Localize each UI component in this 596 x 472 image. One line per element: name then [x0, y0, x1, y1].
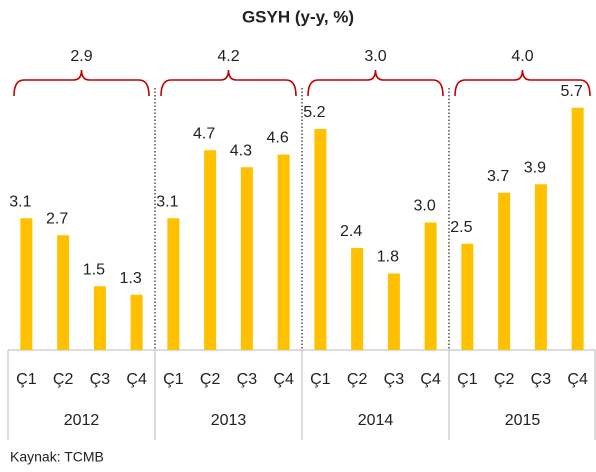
data-label: 3.7	[487, 168, 509, 185]
annual-label: 3.0	[364, 48, 386, 65]
x-tick-label: Ç2	[347, 371, 368, 388]
annual-brace	[13, 69, 150, 97]
bar	[93, 286, 106, 350]
x-tick-label: Ç1	[310, 371, 331, 388]
group-label: 2013	[211, 412, 247, 429]
x-tick-label: Ç1	[16, 371, 37, 388]
bar	[167, 218, 180, 350]
bar	[277, 154, 290, 350]
source-note: Kaynak: TCMB	[10, 449, 104, 465]
x-tick-label: Ç4	[420, 371, 441, 388]
group-label: 2012	[64, 412, 100, 429]
annual-brace	[454, 69, 591, 97]
data-label: 2.5	[450, 219, 472, 236]
data-label: 3.1	[9, 193, 31, 210]
x-tick-label: Ç4	[126, 371, 147, 388]
x-tick-label: Ç3	[384, 371, 405, 388]
bar	[204, 150, 217, 350]
bar	[571, 107, 584, 350]
chart-title: GSYH (y-y, %)	[242, 7, 354, 26]
x-tick-label: Ç4	[273, 371, 294, 388]
data-label: 1.3	[120, 270, 142, 287]
bar	[424, 222, 437, 350]
x-tick-label: Ç3	[237, 371, 258, 388]
annual-brace	[307, 69, 444, 97]
x-tick-label: Ç3	[531, 371, 552, 388]
data-label: 1.8	[377, 249, 399, 266]
group-label: 2014	[358, 412, 394, 429]
data-label: 1.5	[83, 261, 105, 278]
annual-brace	[160, 69, 297, 97]
x-tick-label: Ç3	[90, 371, 111, 388]
bar	[534, 184, 547, 350]
bar	[387, 273, 400, 350]
data-label: 5.7	[561, 83, 583, 100]
bar	[498, 192, 511, 350]
bar	[20, 218, 33, 350]
x-tick-label: Ç2	[494, 371, 515, 388]
x-tick-label: Ç1	[457, 371, 478, 388]
data-label: 4.3	[230, 142, 252, 159]
x-tick-label: Ç2	[53, 371, 74, 388]
data-label: 3.0	[414, 198, 436, 215]
annual-label: 4.0	[511, 48, 533, 65]
data-label: 2.7	[46, 210, 68, 227]
bar	[351, 248, 364, 350]
data-label: 4.6	[267, 130, 289, 147]
bar	[130, 294, 143, 350]
x-tick-label: Ç4	[567, 371, 588, 388]
data-label: 5.2	[303, 104, 325, 121]
data-label: 3.9	[524, 159, 546, 176]
bar	[461, 243, 474, 350]
bar	[240, 167, 253, 350]
annual-label: 2.9	[70, 48, 92, 65]
bar	[57, 235, 70, 350]
group-label: 2015	[505, 412, 541, 429]
x-tick-label: Ç1	[163, 371, 184, 388]
data-label: 4.7	[193, 125, 215, 142]
bar	[314, 129, 327, 350]
data-label: 2.4	[340, 223, 362, 240]
annual-label: 4.2	[217, 48, 239, 65]
x-tick-label: Ç2	[200, 371, 221, 388]
data-label: 3.1	[156, 193, 178, 210]
